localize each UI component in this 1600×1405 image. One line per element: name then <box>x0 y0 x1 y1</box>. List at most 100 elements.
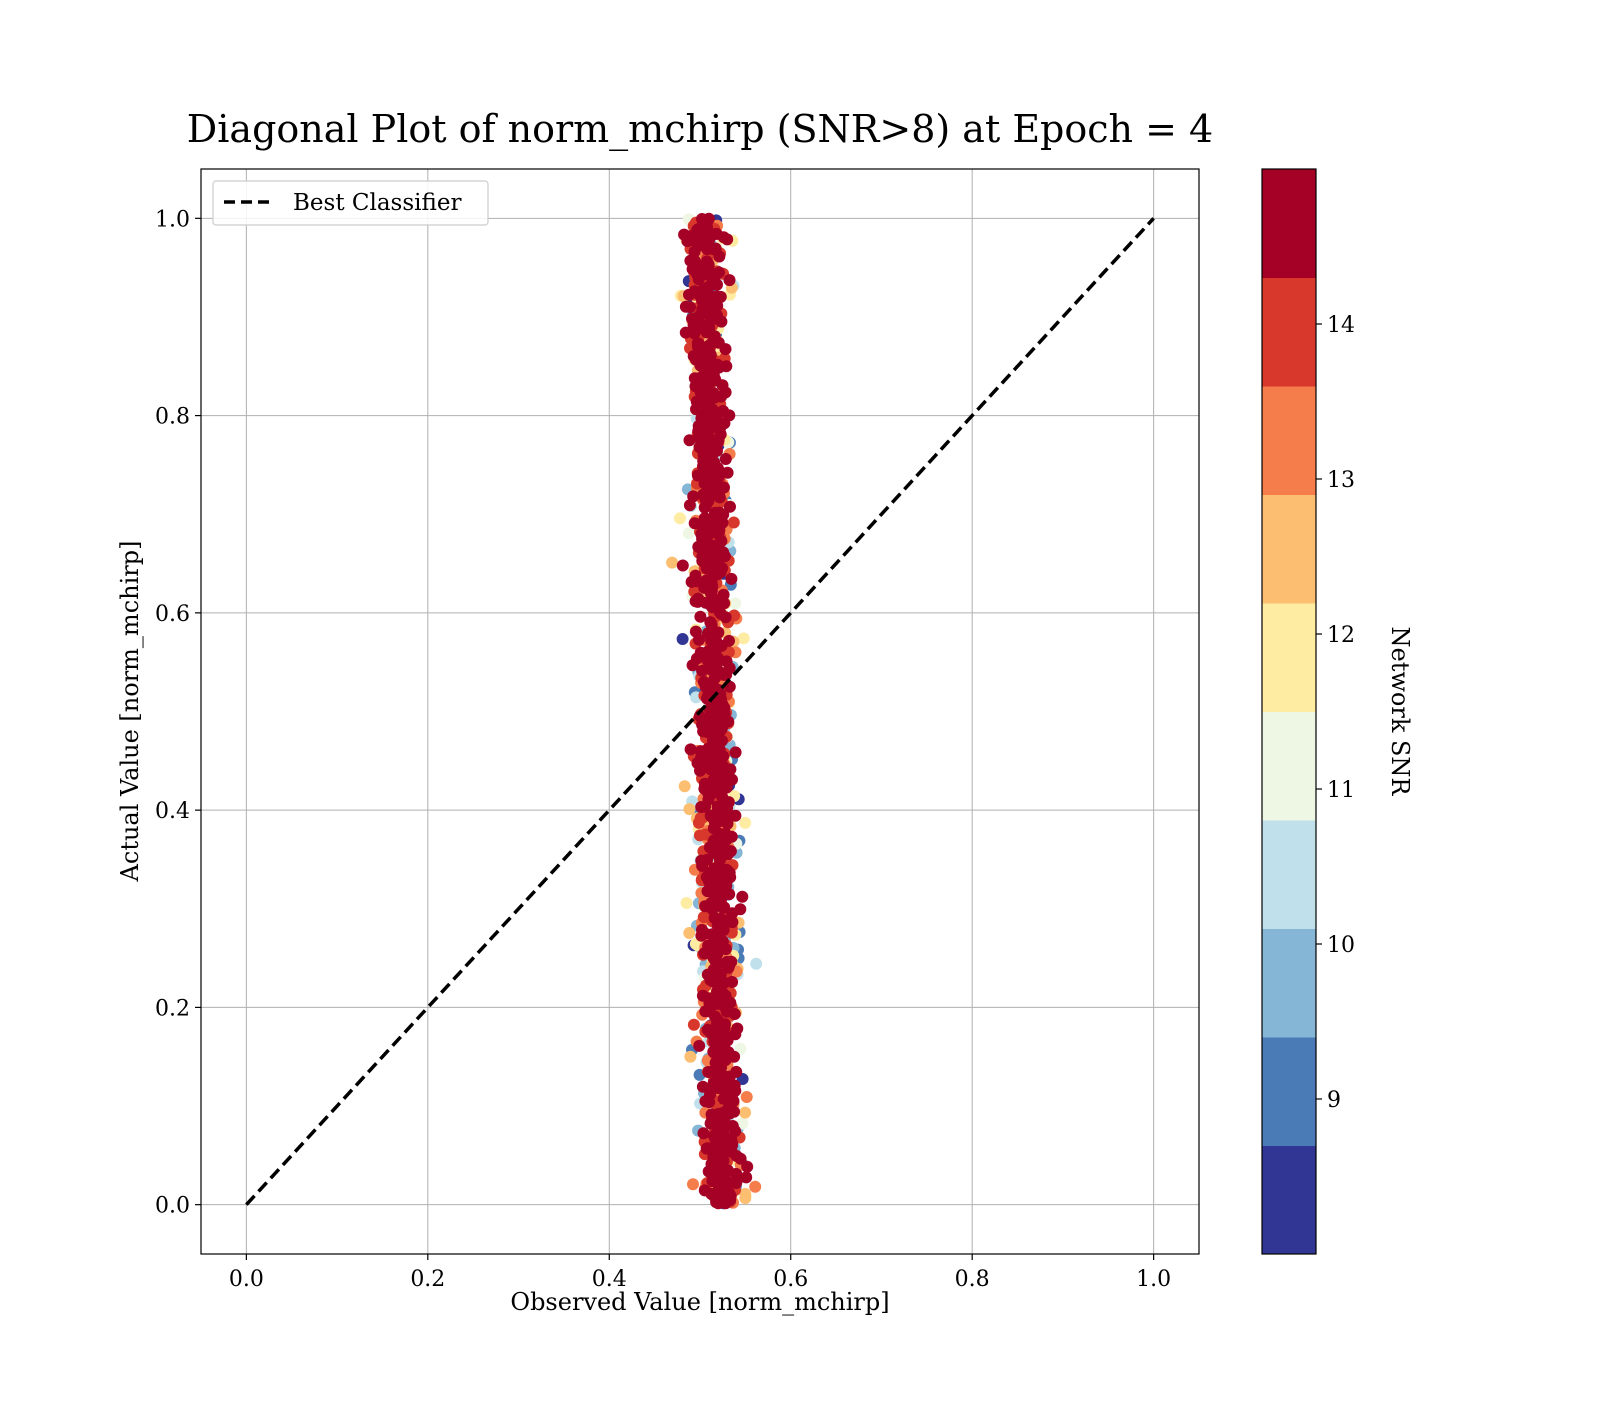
scatter-point <box>717 914 730 927</box>
scatter-point <box>679 326 692 339</box>
scatter-point <box>705 1108 718 1121</box>
legend-label-best-classifier: Best Classifier <box>293 190 461 216</box>
scatter-point <box>702 1066 715 1078</box>
scatter-point <box>683 803 696 816</box>
x-axis-label: Observed Value [norm_mchirp] <box>510 1288 889 1316</box>
scatter-point <box>723 959 736 972</box>
scatter-point <box>676 633 689 645</box>
scatter-point <box>711 278 723 291</box>
scatter-point <box>729 597 742 610</box>
scatter-point <box>696 1080 709 1093</box>
scatter-point <box>694 610 707 623</box>
scatter-point <box>686 659 699 672</box>
scatter-point <box>737 632 750 645</box>
scatter-point <box>719 453 732 465</box>
scatter-point <box>693 829 706 842</box>
scatter-point <box>682 527 695 540</box>
scatter-point <box>710 1196 723 1209</box>
scatter-point <box>710 472 723 485</box>
scatter-point <box>729 746 742 759</box>
scatter-point <box>706 975 719 988</box>
colorbar: 9 10 11 12 13 14 Network SNR <box>1261 168 1414 1255</box>
scatter-point <box>698 477 711 490</box>
legend-box <box>212 180 489 226</box>
colorbar-tick-label: 13 <box>1327 468 1355 493</box>
x-axis-ticks: 0.0 0.2 0.4 0.6 0.8 1.0 <box>229 1254 1171 1292</box>
scatter-point <box>709 732 722 745</box>
scatter-point <box>712 652 724 665</box>
scatter-point <box>726 907 739 920</box>
colorbar-level <box>1262 1145 1316 1255</box>
scatter-point <box>699 596 712 609</box>
colorbar-level <box>1262 494 1316 604</box>
scatter-point <box>696 555 709 567</box>
scatter-point <box>696 532 709 545</box>
x-tick-label: 0.4 <box>592 1267 627 1292</box>
scatter-point <box>711 1026 724 1039</box>
scatter-point <box>721 233 734 246</box>
colorbar-tick-label: 14 <box>1327 313 1355 338</box>
chart-title: Diagonal Plot of norm_mchirp (SNR>8) at … <box>187 107 1213 152</box>
scatter-point <box>703 753 716 766</box>
scatter-point <box>727 1085 740 1098</box>
y-tick-label: 1.0 <box>155 207 190 232</box>
scatter-point <box>730 1174 743 1187</box>
scatter-point <box>714 746 727 759</box>
scatter-point <box>680 897 693 909</box>
y-axis-ticks: 0.0 0.2 0.4 0.6 0.8 1.0 <box>155 207 201 1219</box>
scatter-point <box>713 862 726 875</box>
scatter-point <box>711 299 724 312</box>
scatter-point <box>717 1092 730 1105</box>
scatter-point <box>711 358 724 371</box>
scatter-point <box>711 488 724 501</box>
scatter-point <box>696 923 708 936</box>
scatter-point <box>724 500 736 513</box>
colorbar-level <box>1262 711 1316 821</box>
colorbar-levels <box>1262 169 1316 1255</box>
scatter-point <box>696 859 709 872</box>
colorbar-tick-label: 10 <box>1327 933 1355 958</box>
scatter-point <box>705 896 718 909</box>
scatter-point <box>697 1127 710 1140</box>
scatter-point <box>721 466 734 479</box>
scatter-point <box>719 1050 732 1063</box>
scatter-point <box>683 434 696 447</box>
colorbar-frame <box>1261 168 1317 1255</box>
scatter-point <box>721 1145 734 1158</box>
colorbar-tick-label: 12 <box>1327 623 1355 648</box>
scatter-point <box>702 212 715 225</box>
colorbar-level <box>1262 169 1316 278</box>
x-tick-label: 1.0 <box>1136 1267 1171 1292</box>
scatter-point <box>666 556 679 569</box>
scatter-point <box>684 301 696 314</box>
scatter-point <box>714 1184 727 1197</box>
scatter-point <box>712 704 724 717</box>
scatter-point <box>700 453 713 466</box>
scatter-point <box>711 437 724 449</box>
x-tick-label: 0.8 <box>955 1267 990 1292</box>
scatter-point <box>709 954 721 967</box>
scatter-point <box>713 266 725 279</box>
scatter-point <box>728 1050 741 1063</box>
x-tick-label: 0.6 <box>773 1267 808 1292</box>
scatter-point <box>719 1117 732 1130</box>
scatter-point <box>706 336 719 349</box>
colorbar-level <box>1262 1037 1316 1146</box>
scatter-point <box>676 559 689 572</box>
scatter-point <box>690 395 703 408</box>
colorbar-level <box>1262 928 1316 1038</box>
scatter-point <box>700 1142 713 1155</box>
scatter-point <box>683 927 696 939</box>
scatter-point <box>694 764 706 777</box>
colorbar-level <box>1262 277 1316 387</box>
scatter-point <box>718 668 731 681</box>
scatter-point <box>687 1018 700 1031</box>
scatter-point <box>692 288 705 301</box>
y-tick-label: 0.8 <box>155 405 190 430</box>
scatter-point <box>712 1174 725 1187</box>
scatter-point <box>699 235 712 248</box>
scatter-point <box>701 281 714 294</box>
scatter-point <box>723 274 736 287</box>
scatter-point <box>739 816 752 829</box>
